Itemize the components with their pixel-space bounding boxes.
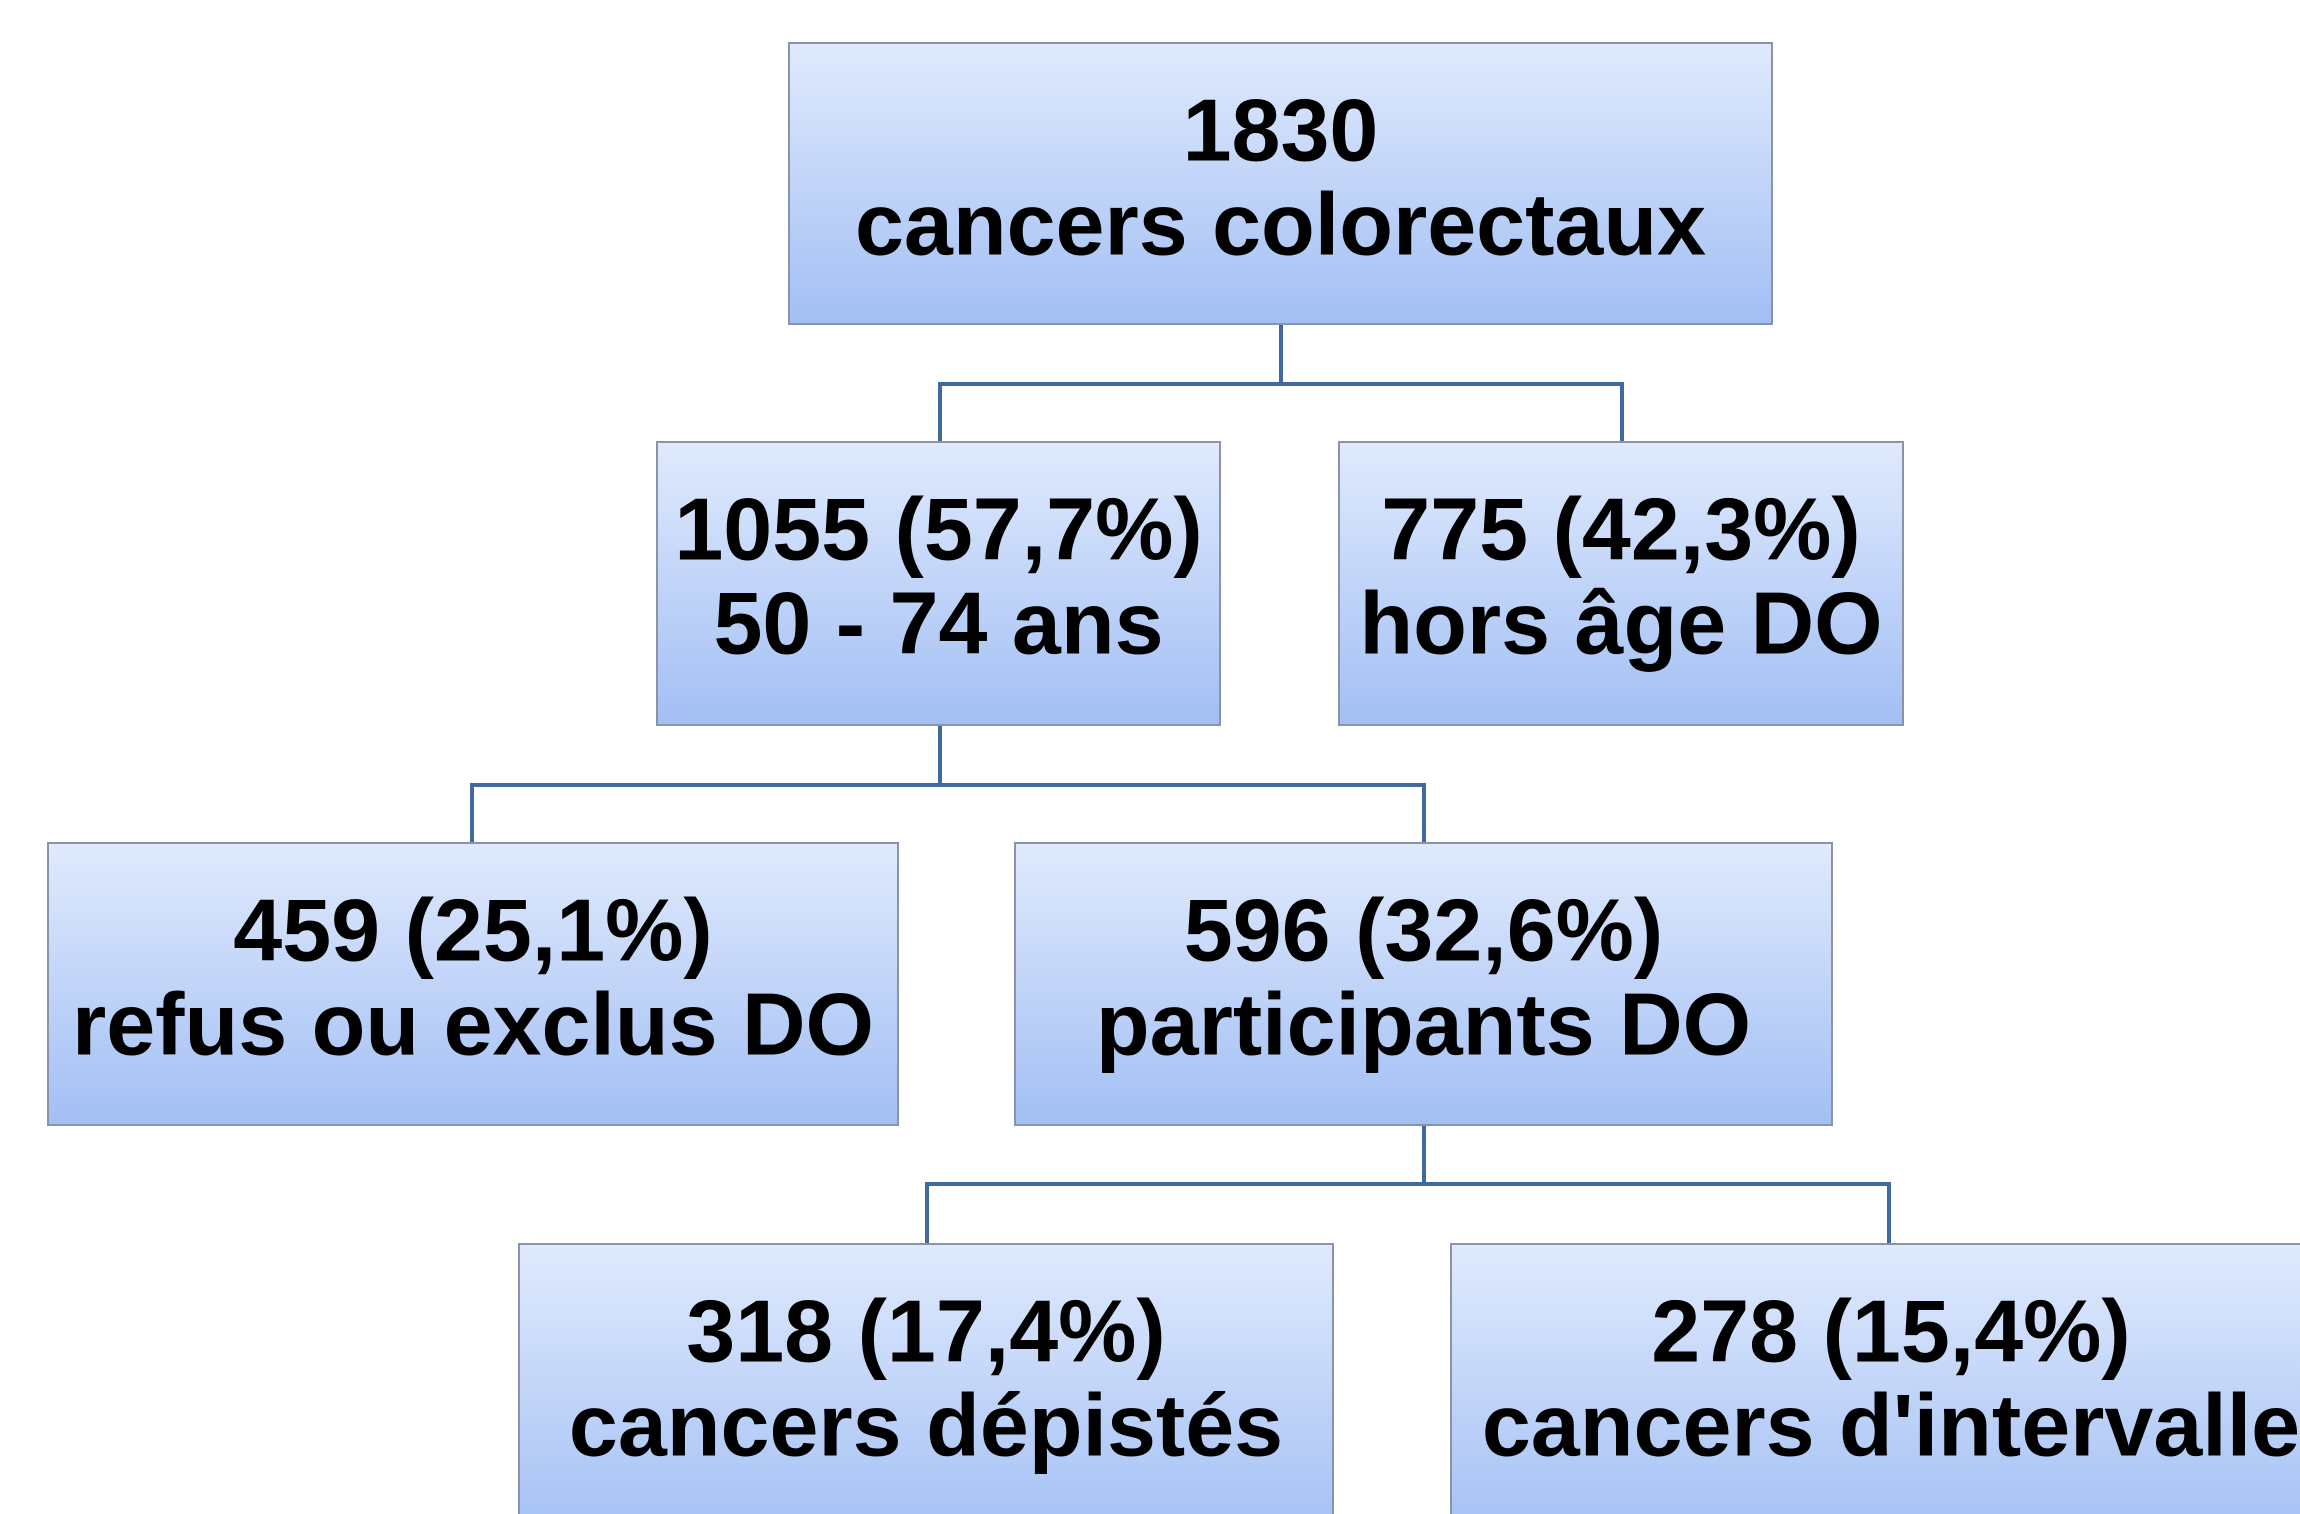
node-label: 50 - 74 ans	[713, 573, 1163, 672]
node-label: participants DO	[1096, 974, 1751, 1073]
node: 596 (32,6%)participants DO	[1014, 842, 1833, 1126]
connectors	[470, 324, 1891, 1244]
connector	[470, 783, 1426, 843]
node-number: 318 (17,4%)	[686, 1281, 1165, 1380]
connector	[938, 382, 1624, 442]
node-label: refus ou exclus DO	[72, 974, 874, 1073]
node: 775 (42,3%)hors âge DO	[1338, 441, 1904, 726]
connector	[925, 1182, 1891, 1244]
node-box	[518, 1243, 1334, 1514]
node-box	[1450, 1243, 2300, 1514]
node: 318 (17,4%)cancers dépistés	[518, 1243, 1334, 1514]
node-box	[1014, 842, 1833, 1126]
node-label: cancers colorectaux	[855, 174, 1706, 273]
node: 278 (15,4%)cancers d'intervalle	[1450, 1243, 2300, 1514]
node-box	[656, 441, 1221, 726]
node-box	[47, 842, 899, 1126]
node-box	[1338, 441, 1904, 726]
node-label: cancers d'intervalle	[1482, 1375, 2300, 1474]
node-number: 459 (25,1%)	[233, 880, 712, 979]
node-label: hors âge DO	[1359, 573, 1882, 672]
node-number: 596 (32,6%)	[1184, 880, 1663, 979]
node-number: 1830	[1183, 80, 1379, 179]
node-number: 775 (42,3%)	[1381, 479, 1860, 578]
node-box	[788, 42, 1773, 325]
node: 1055 (57,7%)50 - 74 ans	[656, 441, 1221, 726]
node-number: 1055 (57,7%)	[674, 479, 1202, 578]
node-number: 278 (15,4%)	[1651, 1281, 2130, 1380]
node-label: cancers dépistés	[569, 1375, 1283, 1474]
node: 459 (25,1%)refus ou exclus DO	[47, 842, 899, 1126]
